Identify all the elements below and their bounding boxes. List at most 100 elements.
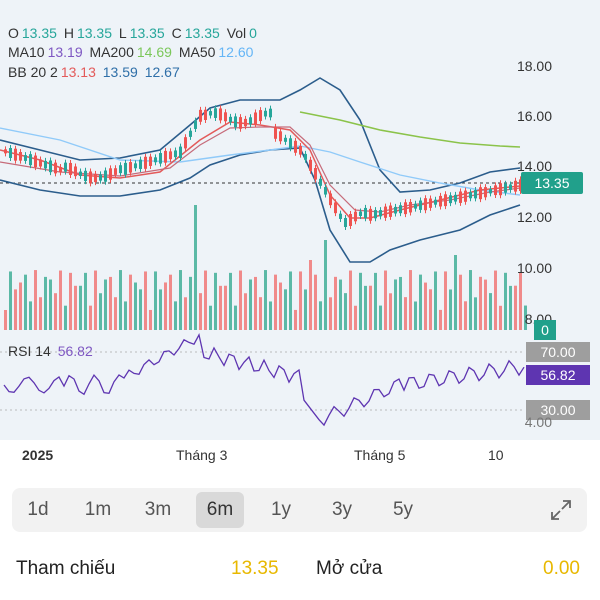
candle-body	[479, 187, 482, 200]
price-chart[interactable]: O 13.35 H 13.35 L 13.35 C 13.35 Vol 0 MA10 13.…	[0, 0, 600, 463]
open-price-label: Mở cửa	[316, 558, 383, 579]
volume-bar	[184, 297, 187, 330]
bb-lower-value: 12.67	[144, 64, 180, 80]
volume-bar	[74, 285, 77, 330]
candle-body	[24, 155, 27, 161]
timeframe-selector: 1d 1m 3m 6m 1y 3y 5y	[12, 488, 587, 532]
current-price-tag: 13.35	[521, 172, 583, 194]
timeframe-1d[interactable]: 1d	[27, 499, 49, 520]
volume-bar	[59, 270, 62, 330]
x-label-may: Tháng 5	[354, 447, 406, 463]
volume-bar	[214, 272, 217, 330]
volume-bar	[414, 301, 417, 330]
candle-body	[499, 183, 502, 196]
candle-body	[339, 213, 342, 219]
timeframe-1m[interactable]: 1m	[84, 499, 112, 520]
candle-body	[389, 205, 392, 217]
volume-bar	[394, 279, 397, 330]
bb-legend: BB 20 2 13.13 13.59 12.67	[8, 63, 183, 81]
volume-bar	[19, 282, 22, 330]
candle-body	[474, 190, 477, 199]
volume-bar	[99, 293, 102, 330]
candle-body	[19, 152, 22, 161]
rsi-upper-tag: 70.00	[526, 342, 590, 362]
volume-bar	[304, 289, 307, 330]
timeframe-1y[interactable]: 1y	[270, 499, 292, 520]
candle-body	[209, 111, 212, 116]
candle-body	[124, 162, 127, 175]
volume-bar	[374, 272, 377, 330]
volume-bar	[504, 272, 507, 330]
candle-body	[234, 116, 237, 128]
timeframe-3m[interactable]: 3m	[144, 499, 172, 520]
candle-body	[114, 168, 117, 175]
candle-body	[9, 148, 12, 158]
candle-body	[99, 174, 102, 181]
candle-body	[39, 159, 42, 167]
candle-body	[119, 165, 122, 174]
volume-bar	[79, 285, 82, 330]
volume-bar	[44, 276, 47, 330]
volume-bar	[239, 270, 242, 330]
timeframe-3y[interactable]: 3y	[331, 499, 353, 520]
candle-body	[104, 170, 107, 182]
candle-body	[174, 150, 177, 158]
rsi-line	[3, 333, 525, 427]
timeframe-5y[interactable]: 5y	[392, 499, 414, 520]
volume-bar	[294, 309, 297, 330]
ma50-label: MA50	[178, 44, 216, 60]
volume-bar	[64, 305, 67, 330]
timeframe-6m[interactable]: 6m	[196, 492, 244, 528]
volume-bar	[359, 272, 362, 330]
candle-body	[84, 170, 87, 182]
candle-body	[109, 168, 112, 180]
candle-body	[429, 198, 432, 208]
candle-body	[484, 187, 487, 198]
candle-body	[94, 173, 97, 183]
volume-bar	[29, 301, 32, 330]
volume-bar	[479, 276, 482, 330]
candle-body	[289, 138, 292, 149]
candle-body	[34, 155, 37, 168]
volume-bar	[169, 274, 172, 330]
volume-bar	[274, 274, 277, 330]
volume-bar	[24, 274, 27, 330]
volume-bar	[249, 279, 252, 330]
volume-bar	[439, 309, 442, 330]
volume-bar	[124, 301, 127, 330]
low-value: 13.35	[129, 25, 165, 41]
candle-body	[354, 211, 357, 222]
candle-body	[344, 217, 347, 228]
candle-body	[324, 187, 327, 195]
volume-bar	[144, 271, 147, 330]
candle-body	[409, 201, 412, 213]
rsi-legend: RSI 14 56.82	[8, 342, 96, 360]
volume-bar	[499, 305, 502, 330]
candle-body	[399, 205, 402, 214]
ma200-label: MA200	[89, 44, 134, 60]
candle-body	[259, 110, 262, 122]
candle-body	[79, 171, 82, 177]
open-label: O	[8, 25, 19, 41]
volume-bar	[379, 305, 382, 330]
volume-bar	[404, 297, 407, 330]
volume-bar	[264, 270, 267, 330]
chart-canvas[interactable]	[0, 0, 600, 440]
candle-body	[64, 162, 67, 172]
ma10-label: MA10	[8, 44, 45, 60]
volume-bar	[204, 270, 207, 330]
expand-arrows-icon[interactable]	[549, 498, 573, 522]
candle-body	[134, 163, 137, 169]
candle-body	[309, 159, 312, 171]
volume-bar	[254, 276, 257, 330]
candle-body	[44, 160, 47, 169]
candle-body	[244, 118, 247, 127]
candle-body	[29, 154, 32, 166]
candle-body	[359, 211, 362, 216]
candle-body	[74, 166, 77, 177]
y-tick-16: 16.00	[516, 108, 552, 124]
candle-body	[139, 159, 142, 169]
candle-body	[519, 179, 522, 192]
volume-bar	[324, 240, 327, 330]
volume-bar	[444, 271, 447, 330]
